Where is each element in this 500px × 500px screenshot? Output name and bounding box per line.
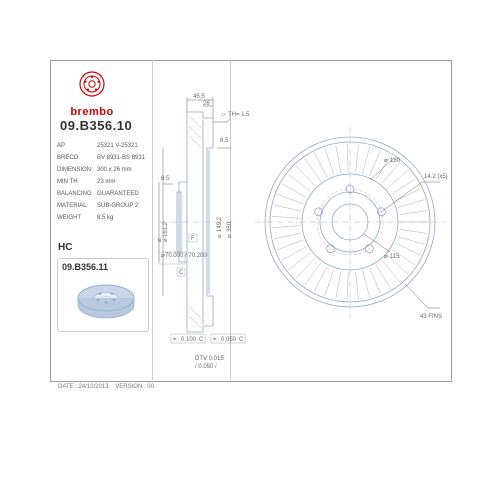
dim-thickness: 26 bbox=[203, 101, 210, 107]
svg-text:⌀: ⌀ bbox=[384, 158, 388, 164]
spec-row: WEIGHT8.5 kg bbox=[57, 212, 145, 224]
dim-bolt: 14.2 (x5) bbox=[424, 174, 448, 180]
svg-text:⌖: ⌖ bbox=[213, 337, 217, 343]
brand-logo: brembo bbox=[70, 70, 114, 118]
brembo-icon bbox=[70, 70, 114, 104]
technical-drawing: 45.5 26 ▱ TH= 1.5 8.5 8.5 ⌀ 161.2 ⌀ ⌀ 70.… bbox=[155, 62, 448, 378]
svg-text:⌀: ⌀ bbox=[157, 238, 163, 242]
svg-text:C: C bbox=[179, 270, 184, 276]
svg-text:0.050: 0.050 bbox=[221, 337, 237, 343]
svg-text:⌀: ⌀ bbox=[217, 234, 223, 238]
svg-text:350: 350 bbox=[227, 221, 233, 232]
svg-text:149.2: 149.2 bbox=[217, 216, 223, 232]
alt-part-card: 09.B356.11 bbox=[57, 258, 149, 332]
svg-text:⌀: ⌀ bbox=[163, 238, 169, 242]
spec-row: BALANCINGGUARANTEED bbox=[57, 188, 145, 200]
spec-table: AP25321 V-25321 BRECOBV 8931-BS 8931 DIM… bbox=[57, 140, 145, 224]
svg-text:⌖: ⌖ bbox=[173, 337, 177, 343]
svg-text:0.100: 0.100 bbox=[181, 337, 197, 343]
spec-row: DIMENSION300 x 26 mm bbox=[57, 164, 145, 176]
svg-text:▱: ▱ bbox=[221, 112, 226, 118]
dim-th: TH= 1.5 bbox=[228, 112, 250, 118]
dim-fins: 43 FINS bbox=[420, 314, 442, 320]
svg-text:C: C bbox=[239, 337, 244, 343]
svg-text:161.2: 161.2 bbox=[163, 221, 169, 237]
svg-text:115: 115 bbox=[390, 254, 400, 260]
svg-text:F: F bbox=[191, 236, 195, 242]
part-number-main: 09.B356.10 bbox=[60, 118, 132, 133]
svg-text:70.000 / 70.200: 70.000 / 70.200 bbox=[165, 253, 207, 259]
dim-total-width: 45.5 bbox=[193, 94, 205, 100]
svg-text:/ 0.050 /: / 0.050 / bbox=[195, 364, 217, 370]
spec-row: BRECOBV 8931-BS 8931 bbox=[57, 152, 145, 164]
spec-row: MIN TH23 mm bbox=[57, 176, 145, 188]
svg-text:8.5: 8.5 bbox=[161, 176, 170, 182]
hc-label: HC bbox=[58, 242, 72, 253]
footer: DATE : 24/10/2013 VERSION : 00 bbox=[58, 384, 154, 390]
divider-v1 bbox=[152, 60, 153, 380]
svg-text:8.5: 8.5 bbox=[220, 138, 229, 144]
svg-text:⌀: ⌀ bbox=[384, 254, 388, 260]
spec-row: MATERIALSUB-GROUP 2 bbox=[57, 200, 145, 212]
svg-text:C: C bbox=[199, 337, 204, 343]
svg-text:180: 180 bbox=[390, 158, 401, 164]
part-number-alt: 09.B356.11 bbox=[58, 259, 148, 275]
disc-thumb-icon bbox=[60, 275, 146, 325]
spec-row: AP25321 V-25321 bbox=[57, 140, 145, 152]
brand-name: brembo bbox=[70, 106, 114, 118]
svg-text:DTV 0.015: DTV 0.015 bbox=[195, 356, 224, 362]
svg-text:⌀: ⌀ bbox=[227, 234, 233, 238]
